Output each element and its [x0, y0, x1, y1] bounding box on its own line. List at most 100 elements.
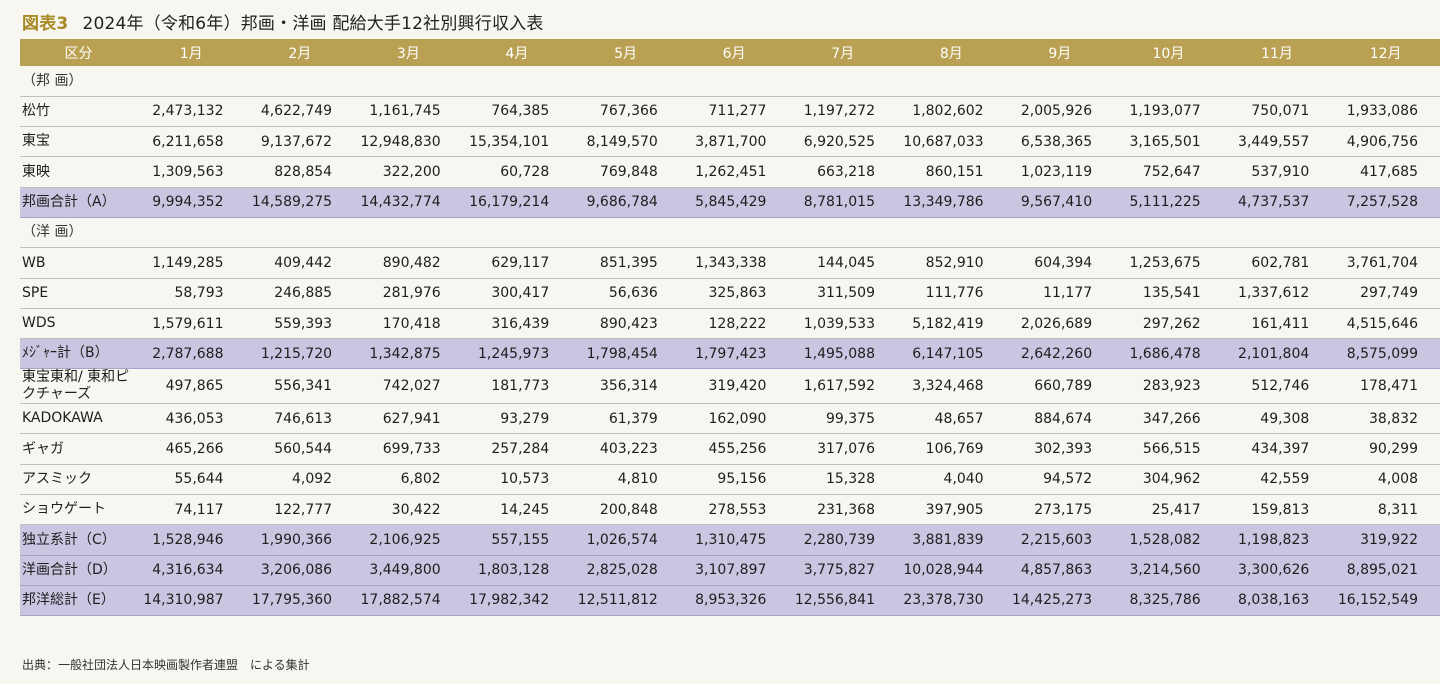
row-label: ショウゲート — [20, 494, 137, 526]
value-cell: 6,920,525 — [788, 126, 897, 158]
value-cell: 455,256 — [679, 433, 789, 465]
value-cell: 3,165,501 — [1114, 126, 1223, 158]
header-cell-category: 区分 — [20, 39, 137, 66]
value-cell: 159,813 — [1222, 494, 1332, 526]
value-cell: 11,177 — [1005, 278, 1115, 309]
row-label: 東映 — [20, 156, 137, 188]
table-row: 東宝東和/ 東和ピクチャーズ 497,865 556,341 742,027 181,7… — [20, 368, 1440, 405]
value-cell: 1,797,423 — [679, 338, 789, 370]
value-cell: 302,393 — [1005, 433, 1115, 465]
header-cell-month: 11月 — [1222, 39, 1332, 66]
value-cell: 627,941 — [354, 403, 463, 435]
value-cell: 1,215,720 — [245, 338, 355, 370]
value-cell: 890,482 — [354, 247, 463, 279]
value-cell: 559,393 — [245, 308, 355, 340]
value-cell: 5,182,419 — [896, 308, 1006, 340]
value-cell: 42,559 — [1222, 464, 1332, 495]
table-row: 松竹 2,473,132 4,622,749 1,161,745 764,385 767,… — [20, 96, 1440, 128]
value-cell: 403,223 — [571, 433, 680, 465]
value-cell: 3,206,086 — [245, 555, 355, 586]
value-cell: 3,775,827 — [788, 555, 897, 586]
row-label: 洋画合計（D） — [20, 555, 137, 586]
value-cell: 767,366 — [571, 96, 680, 128]
subtotal-row: 邦洋総計（E） 14,310,987 17,795,360 17,882,574 17,… — [20, 585, 1440, 617]
value-cell: 8,953,326 — [679, 585, 789, 617]
value-cell: 61,379 — [571, 403, 680, 435]
value-cell: 3,449,557 — [1222, 126, 1332, 158]
value-cell: 162,090 — [679, 403, 789, 435]
value-cell: 304,962 — [1114, 464, 1223, 495]
value-cell: 283,923 — [1114, 368, 1223, 405]
value-cell: 1,193,077 — [1114, 96, 1223, 128]
value-cell: 2,215,603 — [1005, 524, 1115, 556]
value-cell: 161,411 — [1222, 308, 1332, 340]
value-cell: 300,417 — [462, 278, 572, 309]
row-label: 邦洋総計（E） — [20, 585, 137, 617]
value-cell: 1,342,875 — [354, 338, 463, 370]
value-cell: 17,882,574 — [354, 585, 463, 617]
header-cell-month: 10月 — [1114, 39, 1223, 66]
value-cell: 246,885 — [245, 278, 355, 309]
value-cell: 17,982,342 — [462, 585, 572, 617]
header-cell-month: 4月 — [462, 39, 572, 66]
value-cell: 663,218 — [788, 156, 897, 188]
value-cell: 1,197,272 — [788, 96, 897, 128]
subtotal-row: 洋画合計（D） 4,316,634 3,206,086 3,449,800 1,803,… — [20, 555, 1440, 586]
value-cell: 566,515 — [1114, 433, 1223, 465]
value-cell: 2,473,132 — [136, 96, 246, 128]
value-cell: 23,378,730 — [896, 585, 1006, 617]
value-cell: 860,151 — [896, 156, 1006, 188]
value-cell: 2,642,260 — [1005, 338, 1115, 370]
value-cell: 465,266 — [136, 433, 246, 465]
value-cell: 4,008 — [1331, 464, 1440, 495]
value-cell: 1,149,285 — [136, 247, 246, 279]
value-cell: 4,092 — [245, 464, 355, 495]
value-cell: 14,310,987 — [136, 585, 246, 617]
value-cell: 2,787,688 — [136, 338, 246, 370]
value-cell: 106,769 — [896, 433, 1006, 465]
value-cell: 319,420 — [679, 368, 789, 405]
header-cell-month: 9月 — [1005, 39, 1115, 66]
header-cell-month: 8月 — [896, 39, 1006, 66]
header-cell-month: 12月 — [1331, 39, 1440, 66]
value-cell: 181,773 — [462, 368, 572, 405]
value-cell: 8,781,015 — [788, 187, 897, 218]
value-cell: 38,832 — [1331, 403, 1440, 435]
value-cell: 497,865 — [136, 368, 246, 405]
value-cell: 4,040 — [896, 464, 1006, 495]
value-cell: 10,573 — [462, 464, 572, 495]
value-cell: 94,572 — [1005, 464, 1115, 495]
value-cell: 769,848 — [571, 156, 680, 188]
value-cell: 231,368 — [788, 494, 897, 526]
value-cell: 4,857,863 — [1005, 555, 1115, 586]
value-cell: 7,257,528 — [1331, 187, 1440, 218]
row-label: ﾒｼﾞｬｰ計（B） — [20, 338, 137, 370]
value-cell: 604,394 — [1005, 247, 1115, 279]
value-cell: 1,309,563 — [136, 156, 246, 188]
table-row: KADOKAWA 436,053 746,613 627,941 93,279 61,37… — [20, 403, 1440, 435]
value-cell: 6,147,105 — [896, 338, 1006, 370]
value-cell: 1,310,475 — [679, 524, 789, 556]
value-cell: 2,825,028 — [571, 555, 680, 586]
value-cell: 3,107,897 — [679, 555, 789, 586]
row-label: WDS — [20, 308, 137, 340]
value-cell: 10,028,944 — [896, 555, 1006, 586]
value-cell: 170,418 — [354, 308, 463, 340]
value-cell: 6,211,658 — [136, 126, 246, 158]
value-cell: 122,777 — [245, 494, 355, 526]
value-cell: 48,657 — [896, 403, 1006, 435]
value-cell: 1,026,574 — [571, 524, 680, 556]
value-cell: 6,802 — [354, 464, 463, 495]
value-cell: 200,848 — [571, 494, 680, 526]
value-cell: 14,245 — [462, 494, 572, 526]
value-cell: 6,538,365 — [1005, 126, 1115, 158]
value-cell: 8,895,021 — [1331, 555, 1440, 586]
value-cell: 1,990,366 — [245, 524, 355, 556]
section-row: （洋 画） — [20, 217, 1440, 249]
value-cell: 74,117 — [136, 494, 246, 526]
value-cell: 1,039,533 — [788, 308, 897, 340]
value-cell: 144,045 — [788, 247, 897, 279]
value-cell: 3,324,468 — [896, 368, 1006, 405]
value-cell: 17,795,360 — [245, 585, 355, 617]
value-cell: 9,567,410 — [1005, 187, 1115, 218]
